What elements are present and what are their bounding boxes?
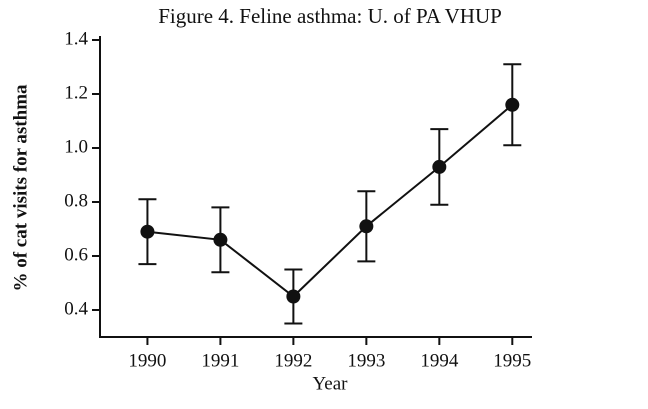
point <box>432 159 447 174</box>
y-tick-label: 1.2 <box>64 82 88 103</box>
y-tick-label: 0.6 <box>64 244 88 265</box>
point <box>213 232 228 247</box>
x-tick-label: 1990 <box>128 350 166 371</box>
y-tick-label: 0.4 <box>64 298 88 319</box>
y-axis-label: % of cat visits for asthma <box>10 84 31 292</box>
point <box>359 219 374 234</box>
x-tick-label: 1995 <box>493 350 531 371</box>
line <box>147 104 513 298</box>
x-tick-label: 1993 <box>347 350 385 371</box>
x-tick-label: 1994 <box>420 350 459 371</box>
x-axis-label: Year <box>312 373 348 394</box>
point <box>140 224 155 239</box>
chart-title: Figure 4. Feline asthma: U. of PA VHUP <box>158 4 502 28</box>
y-tick-label: 1.4 <box>64 28 88 49</box>
point <box>505 97 520 112</box>
axes <box>99 36 532 338</box>
x-tick-label: 1991 <box>201 350 239 371</box>
y-tick-label: 1.0 <box>64 136 88 157</box>
x-tick-label: 1992 <box>274 350 312 371</box>
point <box>286 289 301 304</box>
y-tick-label: 0.8 <box>64 190 88 211</box>
